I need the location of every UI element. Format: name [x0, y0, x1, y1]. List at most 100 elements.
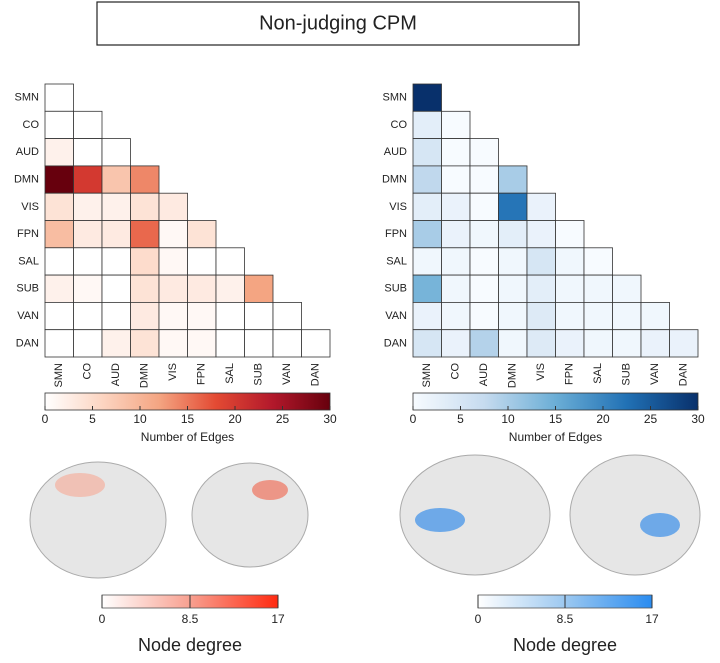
heatmap-cell: [73, 247, 103, 276]
heatmap-cell: [130, 329, 160, 358]
heatmap-cell: [187, 247, 217, 276]
heatmap-cell: [555, 247, 585, 276]
x-tick-label: AUD: [110, 363, 122, 386]
heatmap-cell: [583, 274, 613, 303]
x-tick-label: DMN: [139, 363, 151, 388]
node-degree-tick-label: 8.5: [557, 612, 574, 626]
y-tick-label: DAN: [384, 337, 407, 349]
x-tick-label: SUB: [621, 363, 633, 386]
heatmap-cell: [498, 165, 528, 194]
heatmap-cell: [469, 301, 499, 331]
heatmap-cell: [130, 247, 160, 276]
y-tick-label: VAN: [385, 310, 407, 322]
heatmap-cell: [301, 329, 331, 358]
heatmap-cell: [498, 274, 528, 303]
heatmap-cell: [215, 274, 245, 303]
x-tick-label: DAN: [678, 363, 690, 386]
x-tick-label: FPN: [196, 363, 208, 385]
heatmap-cell: [158, 274, 188, 303]
heatmap-cell: [498, 301, 528, 331]
colorbar-tick-label: 0: [42, 412, 49, 426]
heatmap-cell: [498, 247, 528, 276]
heatmap-cell: [526, 192, 556, 221]
x-tick-label: CO: [450, 363, 462, 380]
heatmap-cell: [101, 247, 131, 276]
heatmap-cell: [498, 220, 528, 249]
y-tick-label: CO: [23, 119, 40, 131]
heatmap-cell: [441, 274, 471, 303]
heatmap-cell: [44, 192, 74, 221]
heatmap-cell: [101, 220, 131, 249]
heatmap-cell: [498, 192, 528, 221]
heatmap-cell: [412, 110, 442, 140]
heatmap-cell: [158, 301, 188, 331]
heatmap-cell: [272, 301, 302, 331]
heatmap-cell: [73, 301, 103, 331]
y-tick-label: FPN: [385, 228, 407, 240]
heatmap-cell: [130, 301, 160, 331]
heatmap-cell: [441, 247, 471, 276]
brain-right: [399, 454, 701, 576]
heatmap-cell: [44, 138, 74, 167]
heatmap-cell: [612, 301, 642, 331]
heatmap-cell: [73, 192, 103, 221]
colorbar-tick-label: 30: [691, 412, 705, 426]
y-tick-label: CO: [391, 119, 408, 131]
heatmap-cell: [612, 329, 642, 358]
y-tick-label: AUD: [384, 146, 407, 158]
y-tick-label: AUD: [16, 146, 39, 158]
heatmap-cell: [44, 165, 74, 194]
colorbar-tick-label: 5: [457, 412, 464, 426]
colorbar-tick-label: 30: [323, 412, 337, 426]
heatmap-cell: [101, 329, 131, 358]
x-tick-label: SMN: [53, 363, 65, 388]
heatmap-cell: [412, 247, 442, 276]
heatmap-cell: [101, 274, 131, 303]
heatmap-cell: [244, 301, 274, 331]
heatmap-cell: [187, 220, 217, 249]
colorbar-tick-label: 15: [549, 412, 563, 426]
heatmap-cell: [44, 110, 74, 140]
heatmap-cell: [73, 329, 103, 358]
x-tick-label: VIS: [167, 363, 179, 381]
heatmap-cell: [244, 329, 274, 358]
node-degree-label: Node degree: [138, 635, 242, 655]
colorbar-tick-label: 10: [133, 412, 147, 426]
heatmap-cell: [412, 274, 442, 303]
node-degree-tick-label: 17: [645, 612, 659, 626]
heatmap-cell: [412, 220, 442, 249]
heatmap-cell: [669, 329, 699, 358]
y-tick-label: VAN: [17, 310, 39, 322]
heatmap-cell: [583, 329, 613, 358]
y-tick-label: DMN: [382, 173, 407, 185]
heatmap-cell: [44, 274, 74, 303]
x-tick-label: DAN: [310, 363, 322, 386]
heatmap-cell: [441, 138, 471, 167]
heatmap-cell: [412, 192, 442, 221]
heatmap-cell: [469, 138, 499, 167]
colorbar-tick-label: 10: [501, 412, 515, 426]
heatmap-cell: [555, 301, 585, 331]
heatmap-cell: [526, 220, 556, 249]
heatmap-cell: [526, 329, 556, 358]
heatmap-cell: [469, 329, 499, 358]
heatmap-cell: [555, 274, 585, 303]
heatmap-cell: [469, 192, 499, 221]
heatmap-cell: [612, 274, 642, 303]
y-tick-label: SMN: [15, 92, 40, 104]
heatmap-cell: [583, 247, 613, 276]
heatmap-cell: [412, 329, 442, 358]
colorbar-tick-label: 5: [89, 412, 96, 426]
y-tick-label: SUB: [384, 283, 407, 295]
x-tick-label: VIS: [535, 363, 547, 381]
heatmap-cell: [441, 329, 471, 358]
heatmap-cell: [73, 165, 103, 194]
node-degree-tick-label: 0: [475, 612, 482, 626]
x-tick-label: SMN: [421, 363, 433, 388]
heatmap-cell: [73, 138, 103, 167]
heatmap-cell: [158, 220, 188, 249]
node-degree-tick-label: 0: [99, 612, 106, 626]
heatmap-cell: [441, 110, 471, 140]
heatmap-cell: [469, 165, 499, 194]
heatmap-cell: [526, 301, 556, 331]
